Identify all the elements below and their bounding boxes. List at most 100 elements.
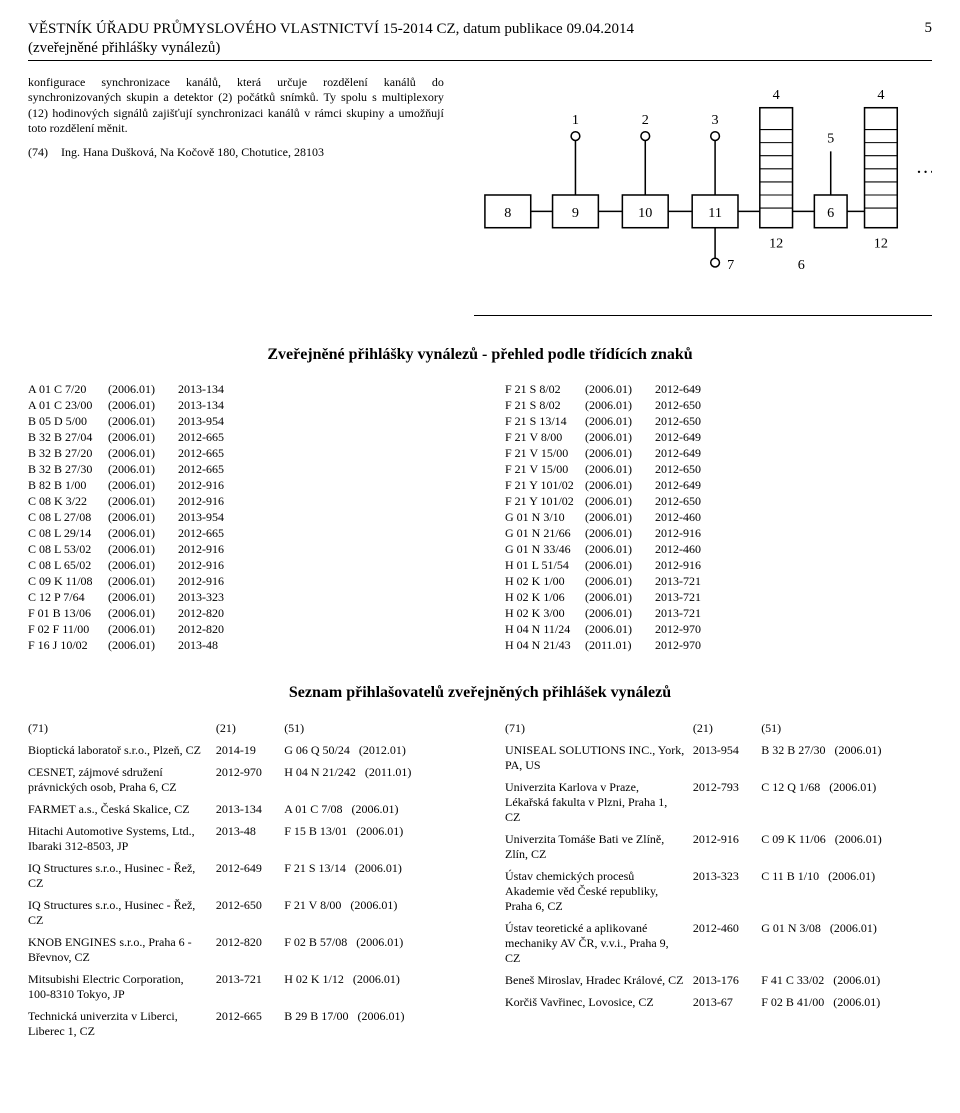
application-number: 2013-134 [178, 382, 455, 398]
ipc-year: (2006.01) [585, 430, 655, 446]
application-number: 2013-954 [178, 510, 455, 526]
ipc-code: B 05 D 5/00 [28, 414, 108, 430]
applicant-name: Univerzita Karlova v Praze, Lékařská fak… [505, 779, 693, 831]
classification-row: F 16 J 10/02(2006.01)2013-48 [28, 638, 455, 654]
application-number: 2012-650 [216, 897, 284, 934]
ipc-code: F 16 J 10/02 [28, 638, 108, 654]
applicant-row: Ústav chemických procesů Akademie věd Če… [505, 868, 932, 920]
ipc-code: H 02 K 1/06 [505, 590, 585, 606]
application-number: 2012-649 [655, 446, 932, 462]
application-number: 2012-650 [655, 398, 932, 414]
ipc-code: H 04 N 21/242 (2011.01) [284, 764, 455, 801]
ipc-year: (2006.01) [108, 622, 178, 638]
classification-row: B 82 B 1/00(2006.01)2012-916 [28, 478, 455, 494]
classification-row: C 09 K 11/08(2006.01)2012-916 [28, 574, 455, 590]
application-number: 2012-650 [655, 414, 932, 430]
applicant-row: Hitachi Automotive Systems, Ltd., Ibarak… [28, 823, 455, 860]
ipc-code: B 32 B 27/20 [28, 446, 108, 462]
ipc-code: F 15 B 13/01 (2006.01) [284, 823, 455, 860]
application-number: 2013-134 [216, 801, 284, 823]
svg-text:1: 1 [572, 112, 579, 128]
svg-text:12: 12 [769, 235, 783, 251]
col-header-51: (51) [284, 720, 455, 742]
ipc-code: H 02 K 3/00 [505, 606, 585, 622]
application-number: 2012-460 [655, 510, 932, 526]
ipc-code: G 01 N 3/08 (2006.01) [761, 920, 932, 972]
svg-text:4: 4 [877, 86, 884, 102]
applicant-name: FARMET a.s., Česká Skalice, CZ [28, 801, 216, 823]
ipc-year: (2006.01) [108, 478, 178, 494]
applicants-header-row: (71)(21)(51) [505, 720, 932, 742]
ipc-code: C 08 L 53/02 [28, 542, 108, 558]
ipc-code: F 21 S 13/14 (2006.01) [284, 860, 455, 897]
svg-text:7: 7 [727, 257, 734, 273]
ipc-code: B 32 B 27/30 [28, 462, 108, 478]
application-number: 2013-721 [655, 590, 932, 606]
applicant-row: Univerzita Tomáše Bati ve Zlíně, Zlín, C… [505, 831, 932, 868]
classification-row: B 32 B 27/30(2006.01)2012-665 [28, 462, 455, 478]
application-number: 2012-916 [178, 542, 455, 558]
col-header-21: (21) [693, 720, 761, 742]
application-number: 2013-134 [178, 398, 455, 414]
application-number: 2012-916 [178, 558, 455, 574]
classification-row: B 32 B 27/20(2006.01)2012-665 [28, 446, 455, 462]
abstract-paragraph: konfigurace synchronizace kanálů, která … [28, 75, 444, 137]
application-number: 2012-793 [693, 779, 761, 831]
ipc-year: (2006.01) [585, 542, 655, 558]
ipc-year: (2006.01) [585, 446, 655, 462]
application-number: 2012-649 [655, 430, 932, 446]
application-number: 2012-916 [655, 558, 932, 574]
circuit-diagram-icon: 8 9 1 10 2 11 [474, 75, 932, 293]
ipc-code: H 02 K 1/12 (2006.01) [284, 971, 455, 1008]
ipc-year: (2006.01) [108, 398, 178, 414]
classification-row: F 21 S 13/14(2006.01)2012-650 [505, 414, 932, 430]
application-number: 2012-665 [216, 1008, 284, 1045]
ipc-code: F 21 S 8/02 [505, 398, 585, 414]
ipc-year: (2006.01) [585, 494, 655, 510]
ipc-code: C 08 L 65/02 [28, 558, 108, 574]
ipc-code: G 01 N 21/66 [505, 526, 585, 542]
classification-row: F 21 V 15/00(2006.01)2012-649 [505, 446, 932, 462]
classification-row: C 12 P 7/64(2006.01)2013-323 [28, 590, 455, 606]
application-number: 2013-67 [693, 994, 761, 1016]
classification-right: F 21 S 8/02(2006.01)2012-649F 21 S 8/02(… [505, 382, 932, 654]
application-number: 2012-665 [178, 446, 455, 462]
applicant-row: Ústav teoretické a aplikované mechaniky … [505, 920, 932, 972]
application-number: 2013-721 [655, 606, 932, 622]
ipc-code: C 08 K 3/22 [28, 494, 108, 510]
applicant-row: Technická univerzita v Liberci, Liberec … [28, 1008, 455, 1045]
ipc-code: C 12 P 7/64 [28, 590, 108, 606]
classification-row: F 21 V 8/00(2006.01)2012-649 [505, 430, 932, 446]
applicant-row: KNOB ENGINES s.r.o., Praha 6 - Břevnov, … [28, 934, 455, 971]
application-number: 2012-665 [178, 430, 455, 446]
ipc-code: F 21 Y 101/02 [505, 494, 585, 510]
application-number: 2012-649 [655, 478, 932, 494]
ipc-code: C 11 B 1/10 (2006.01) [761, 868, 932, 920]
ipc-year: (2006.01) [585, 590, 655, 606]
applicant-row: CESNET, zájmové sdružení právnických oso… [28, 764, 455, 801]
ipc-year: (2006.01) [585, 558, 655, 574]
applicant-row: IQ Structures s.r.o., Husinec - Řež, CZ2… [28, 897, 455, 934]
applicant-name: Beneš Miroslav, Hradec Králové, CZ [505, 972, 693, 994]
applicants-header-row: (71)(21)(51) [28, 720, 455, 742]
ipc-code: C 08 L 27/08 [28, 510, 108, 526]
ipc-code: H 02 K 1/00 [505, 574, 585, 590]
application-number: 2012-820 [178, 622, 455, 638]
ipc-code: B 32 B 27/04 [28, 430, 108, 446]
ipc-code: H 01 L 51/54 [505, 558, 585, 574]
applicant-row: IQ Structures s.r.o., Husinec - Řež, CZ2… [28, 860, 455, 897]
classification-row: C 08 K 3/22(2006.01)2012-916 [28, 494, 455, 510]
col-header-71: (71) [28, 720, 216, 742]
ipc-year: (2006.01) [108, 494, 178, 510]
application-number: 2012-665 [178, 462, 455, 478]
ipc-year: (2006.01) [108, 382, 178, 398]
applicant-name: Bioptická laboratoř s.r.o., Plzeň, CZ [28, 742, 216, 764]
applicant-row: UNISEAL SOLUTIONS INC., York, PA, US2013… [505, 742, 932, 779]
application-number: 2012-649 [655, 382, 932, 398]
ipc-year: (2006.01) [108, 462, 178, 478]
ipc-year: (2006.01) [585, 382, 655, 398]
ipc-year: (2006.01) [108, 510, 178, 526]
classification-row: F 21 Y 101/02(2006.01)2012-650 [505, 494, 932, 510]
applicant-name: Mitsubishi Electric Corporation, 100-831… [28, 971, 216, 1008]
inventor-name: Ing. Hana Dušková, Na Kočově 180, Chotut… [61, 145, 324, 159]
